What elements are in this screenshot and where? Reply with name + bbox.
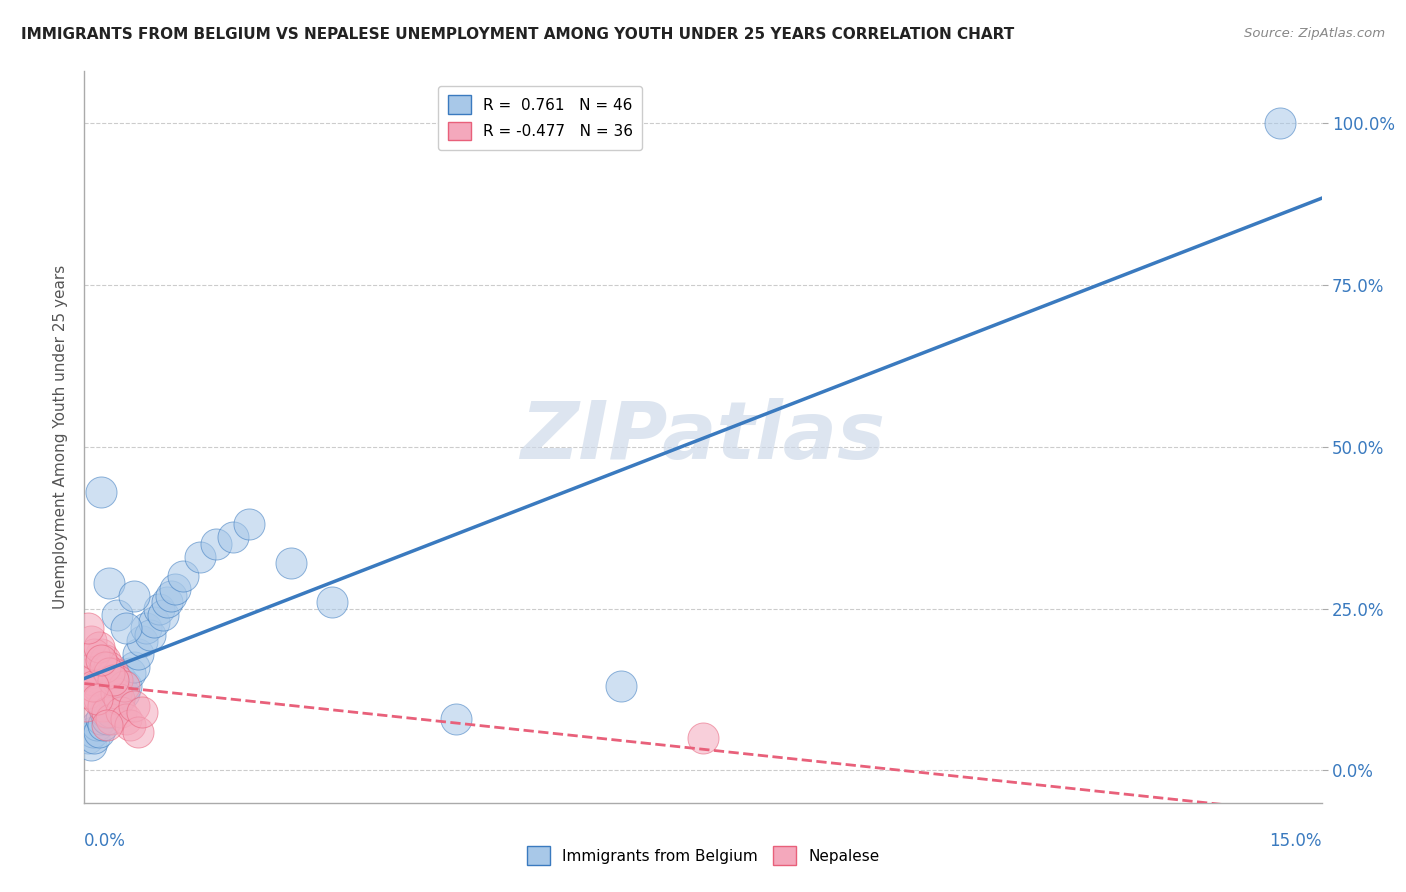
- Point: [82, 679, 104, 693]
- Point: [105, 608, 128, 623]
- Point: [89, 640, 111, 655]
- Point: [83, 647, 105, 661]
- Point: [110, 673, 132, 687]
- Point: [172, 569, 194, 583]
- Point: [86, 718, 108, 732]
- Point: [77, 731, 100, 745]
- Point: [122, 698, 145, 713]
- Point: [89, 692, 111, 706]
- Point: [80, 666, 103, 681]
- Point: [86, 692, 108, 706]
- Point: [86, 679, 108, 693]
- Point: [108, 692, 131, 706]
- Point: [103, 673, 125, 687]
- Point: [100, 712, 122, 726]
- Point: [91, 698, 114, 713]
- Point: [205, 537, 228, 551]
- Point: [94, 705, 117, 719]
- Point: [94, 653, 117, 667]
- Point: [112, 679, 135, 693]
- Point: [114, 621, 136, 635]
- Text: 15.0%: 15.0%: [1270, 832, 1322, 850]
- Point: [114, 679, 136, 693]
- Point: [131, 705, 153, 719]
- Point: [98, 575, 121, 590]
- Point: [98, 660, 121, 674]
- Point: [75, 698, 97, 713]
- Point: [104, 686, 127, 700]
- Point: [77, 621, 100, 635]
- Point: [96, 712, 118, 726]
- Point: [90, 712, 112, 726]
- Point: [222, 530, 245, 544]
- Legend: Immigrants from Belgium, Nepalese: Immigrants from Belgium, Nepalese: [520, 840, 886, 871]
- Point: [188, 549, 211, 564]
- Point: [98, 666, 121, 681]
- Point: [135, 621, 157, 635]
- Text: Source: ZipAtlas.com: Source: ZipAtlas.com: [1244, 27, 1385, 40]
- Point: [103, 692, 125, 706]
- Text: IMMIGRANTS FROM BELGIUM VS NEPALESE UNEMPLOYMENT AMONG YOUTH UNDER 25 YEARS CORR: IMMIGRANTS FROM BELGIUM VS NEPALESE UNEM…: [21, 27, 1014, 42]
- Point: [83, 731, 105, 745]
- Point: [82, 724, 104, 739]
- Point: [143, 615, 166, 629]
- Point: [127, 647, 149, 661]
- Point: [444, 712, 467, 726]
- Point: [112, 686, 135, 700]
- Text: 0.0%: 0.0%: [84, 832, 127, 850]
- Point: [127, 724, 149, 739]
- Point: [152, 608, 174, 623]
- Point: [98, 698, 121, 713]
- Point: [692, 731, 714, 745]
- Point: [104, 686, 127, 700]
- Point: [90, 653, 112, 667]
- Point: [96, 705, 118, 719]
- Point: [89, 724, 111, 739]
- Point: [105, 673, 128, 687]
- Point: [165, 582, 187, 597]
- Point: [96, 718, 118, 732]
- Point: [1270, 116, 1292, 130]
- Point: [103, 666, 125, 681]
- Point: [139, 627, 162, 641]
- Point: [114, 712, 136, 726]
- Point: [156, 595, 179, 609]
- Point: [609, 679, 631, 693]
- Point: [321, 595, 343, 609]
- Point: [122, 589, 145, 603]
- Point: [131, 634, 153, 648]
- Point: [110, 705, 132, 719]
- Point: [160, 589, 183, 603]
- Point: [90, 647, 112, 661]
- Point: [280, 557, 302, 571]
- Point: [90, 485, 112, 500]
- Legend: R =  0.761   N = 46, R = -0.477   N = 36: R = 0.761 N = 46, R = -0.477 N = 36: [439, 87, 643, 150]
- Point: [77, 686, 100, 700]
- Point: [100, 705, 122, 719]
- Point: [118, 718, 141, 732]
- Point: [148, 601, 170, 615]
- Point: [105, 679, 128, 693]
- Text: ZIPatlas: ZIPatlas: [520, 398, 886, 476]
- Point: [94, 660, 117, 674]
- Point: [80, 634, 103, 648]
- Point: [122, 660, 145, 674]
- Point: [108, 692, 131, 706]
- Point: [82, 673, 104, 687]
- Point: [83, 660, 105, 674]
- Point: [80, 738, 103, 752]
- Y-axis label: Unemployment Among Youth under 25 years: Unemployment Among Youth under 25 years: [52, 265, 67, 609]
- Point: [238, 517, 260, 532]
- Point: [118, 666, 141, 681]
- Point: [91, 718, 114, 732]
